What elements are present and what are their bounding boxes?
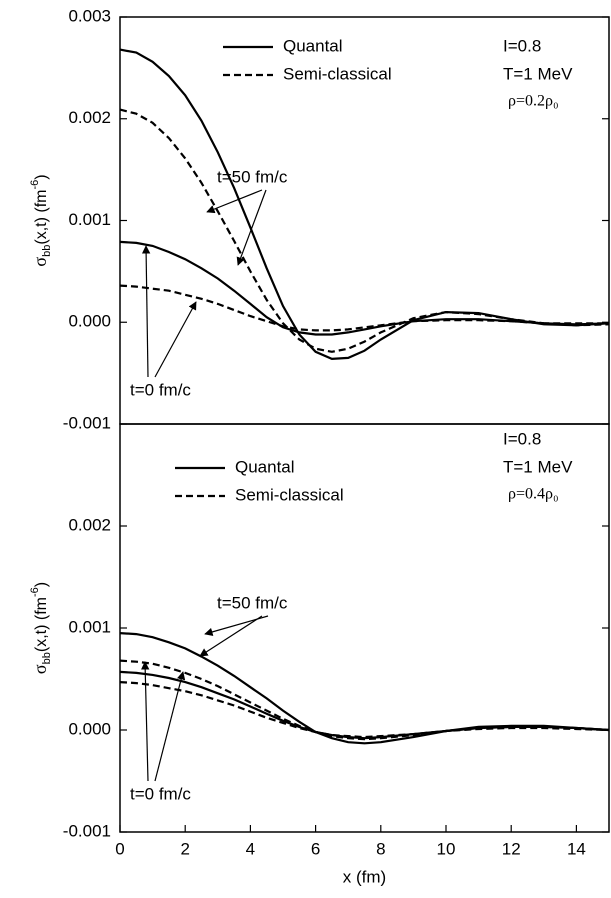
y-label-text: (x,t) (fm bbox=[33, 190, 50, 245]
series-line bbox=[119, 284, 609, 332]
annotation-arrow bbox=[199, 615, 263, 657]
series-line bbox=[119, 670, 610, 740]
annotation: t=0 fm/c bbox=[130, 380, 191, 399]
x-tick-label: 12 bbox=[502, 839, 521, 858]
y-tick-label: 0.001 bbox=[68, 210, 111, 229]
series-line bbox=[119, 681, 610, 739]
x-axis-label: x (fm) bbox=[343, 867, 386, 886]
info-label: T=1 MeV bbox=[503, 64, 573, 83]
x-tick-label: 8 bbox=[376, 839, 385, 858]
annotation-arrow bbox=[140, 661, 150, 782]
annotation-arrow bbox=[206, 189, 263, 214]
info-label: ρ=0.2ρ₀ bbox=[508, 93, 559, 110]
x-tick-label: 6 bbox=[311, 839, 320, 858]
annotation-arrow bbox=[236, 189, 267, 266]
x-tick-label: 2 bbox=[180, 839, 189, 858]
y-axis-label: σbb(x,t) (fm-6) bbox=[29, 174, 53, 266]
y-tick-label: 0.002 bbox=[68, 108, 111, 127]
annotation-arrow bbox=[154, 671, 186, 782]
annotation: t=50 fm/c bbox=[217, 593, 288, 612]
legend-label: Semi-classical bbox=[235, 485, 344, 504]
y-label-close: ) bbox=[33, 582, 50, 587]
annotation: t=0 fm/c bbox=[130, 784, 191, 803]
annotation-arrow bbox=[204, 615, 269, 636]
series-line bbox=[119, 240, 610, 336]
y-label-symbol: σ bbox=[30, 257, 50, 267]
legend-label: Quantal bbox=[235, 457, 295, 476]
legend-label: Semi-classical bbox=[283, 64, 392, 83]
y-tick-label: 0.001 bbox=[68, 617, 111, 636]
y-label-sub: bb bbox=[41, 652, 53, 664]
y-tick-label: 0.003 bbox=[68, 6, 111, 25]
y-tick-label: -0.001 bbox=[63, 821, 111, 840]
info-label: I=0.8 bbox=[503, 429, 541, 448]
y-axis-label: σbb(x,t) (fm-6) bbox=[29, 582, 53, 674]
x-tick-label: 4 bbox=[246, 839, 255, 858]
annotation-arrow bbox=[141, 245, 151, 378]
info-label: T=1 MeV bbox=[503, 457, 573, 476]
y-label-sup: -6 bbox=[29, 587, 41, 597]
y-tick-label: -0.001 bbox=[63, 413, 111, 432]
series-line bbox=[119, 108, 610, 353]
annotation-arrow bbox=[154, 301, 197, 378]
y-tick-label: 0.000 bbox=[68, 719, 111, 738]
series-line bbox=[119, 48, 610, 361]
y-tick-label: 0.000 bbox=[68, 312, 111, 331]
y-label-symbol: σ bbox=[30, 664, 50, 674]
y-label-sup: -6 bbox=[29, 180, 41, 190]
y-label-sub: bb bbox=[41, 245, 53, 257]
x-tick-label: 0 bbox=[115, 839, 124, 858]
x-tick-label: 14 bbox=[567, 839, 586, 858]
y-tick-label: 0.002 bbox=[68, 515, 111, 534]
x-tick-label: 10 bbox=[437, 839, 456, 858]
y-label-text: (x,t) (fm bbox=[33, 597, 50, 652]
annotation: t=50 fm/c bbox=[217, 167, 288, 186]
info-label: I=0.8 bbox=[503, 36, 541, 55]
legend-label: Quantal bbox=[283, 36, 343, 55]
y-label-close: ) bbox=[33, 174, 50, 179]
info-label: ρ=0.4ρ₀ bbox=[508, 486, 559, 503]
